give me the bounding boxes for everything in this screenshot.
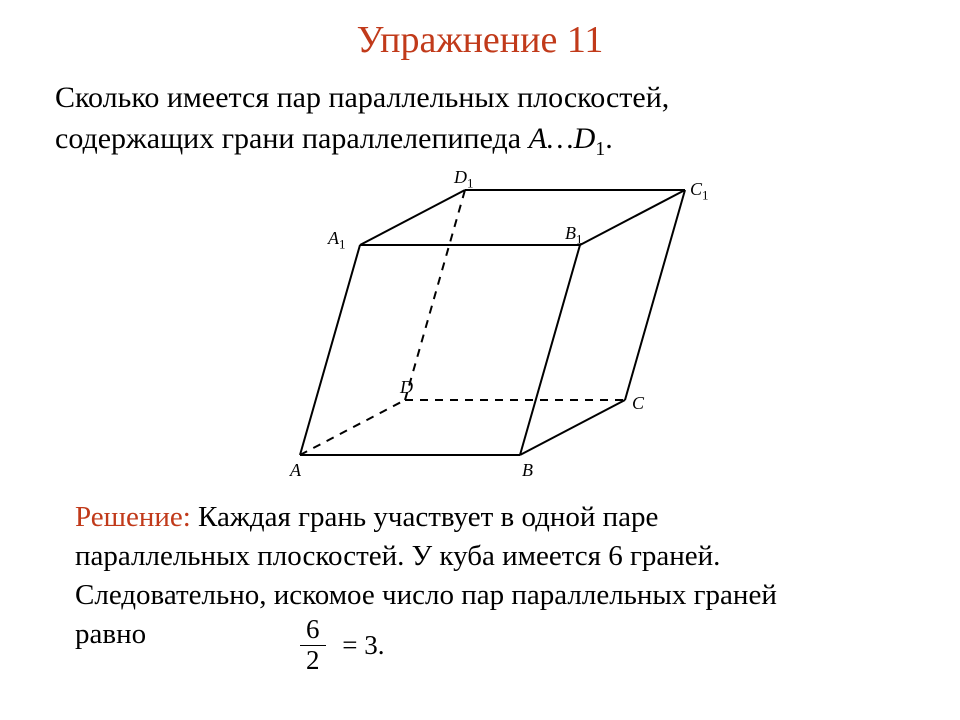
label-A: A [290, 460, 301, 481]
slide-root: Упражнение 11 Сколько имеется пар паралл… [0, 0, 960, 720]
edge-A-A1 [300, 245, 360, 455]
question-notation: A…D [529, 122, 596, 155]
page-title: Упражнение 11 [0, 18, 960, 62]
parallelepiped-svg [230, 175, 710, 475]
edge-C-C1 [625, 190, 685, 400]
edge-D1-A1 [360, 190, 465, 245]
label-A1: A1 [328, 228, 346, 253]
solution-lead: Решение: [75, 501, 191, 533]
solution-text: Решение: Каждая грань участвует в одной … [75, 498, 830, 655]
fraction: 6 2 [300, 615, 326, 675]
edge-B-C [520, 400, 625, 455]
label-B1: B1 [565, 223, 583, 248]
question-sub: 1 [595, 138, 605, 160]
question-line2a: содержащих грани параллелепипеда [55, 122, 529, 155]
label-B: B [522, 460, 533, 481]
question-line1: Сколько имеется пар параллельных плоскос… [55, 81, 669, 114]
fraction-den: 2 [300, 645, 326, 676]
edge-D-D1 [405, 190, 465, 400]
question-dot: . [605, 122, 613, 155]
solution-fraction: 6 2 = 3. [300, 615, 384, 675]
edge-A-D [300, 400, 405, 455]
fraction-num: 6 [300, 615, 326, 645]
parallelepiped-figure: A B C D A1 B1 C1 D1 [230, 175, 710, 475]
label-C: C [632, 393, 644, 414]
label-C1: C1 [690, 179, 709, 204]
edge-B-B1 [520, 245, 580, 455]
edge-B1-C1 [580, 190, 685, 245]
label-D1: D1 [454, 167, 474, 192]
label-D: D [400, 377, 413, 398]
fraction-eq: = 3. [338, 630, 384, 661]
question-text: Сколько имеется пар параллельных плоскос… [55, 78, 860, 163]
